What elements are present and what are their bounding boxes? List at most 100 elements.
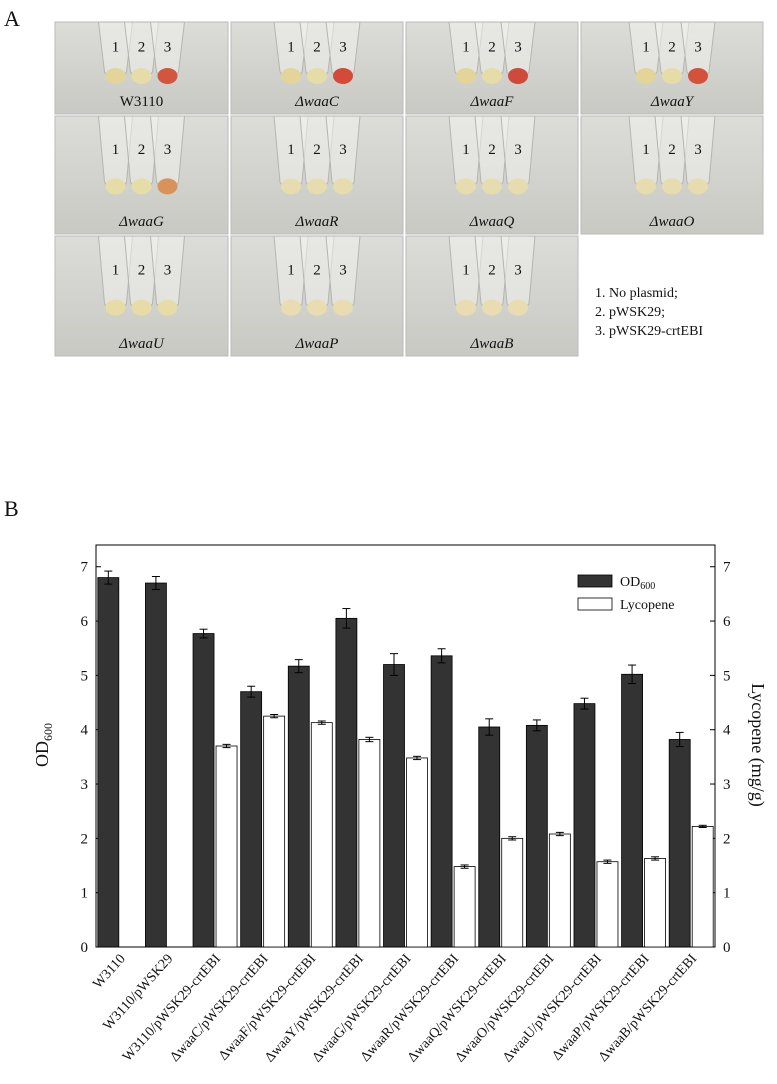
tube-number: 1 [642,142,650,158]
error-bar [413,755,421,761]
tube-number: 1 [112,39,120,55]
y2-tick-label: 7 [723,560,731,576]
tube-content [508,178,528,195]
error-bar [294,659,303,674]
tube-number: 3 [339,262,347,278]
tube-content [456,178,476,195]
y-tick-label: 3 [81,777,89,793]
panel-label: A [4,6,20,31]
tube-number: 1 [287,262,295,278]
tube-content [307,178,327,195]
error-bar [317,720,326,725]
tube-content [105,67,126,84]
tube-content [482,178,502,195]
tube-number: 3 [339,142,347,158]
error-bar [532,719,541,732]
tube-number: 1 [112,262,120,278]
error-bar [460,864,469,869]
tube-content [508,299,528,316]
legend-swatch [577,597,613,611]
tube-number: 2 [668,142,676,158]
bar [215,745,238,948]
error-bar [104,570,113,585]
x-tick-label: W3110 [90,952,128,992]
tube-content [333,178,353,195]
tube-number: 2 [313,39,321,55]
error-bar [365,736,374,743]
error-bar [222,743,231,749]
tube-number: 1 [462,142,470,158]
legend-label-sub: 600 [640,581,655,592]
error-bar [628,664,637,685]
y-tick-label: 7 [81,560,89,576]
error-bar [580,697,589,710]
bar [668,739,691,948]
tube-content [688,178,708,195]
error-bar [651,856,660,861]
tube-content [131,178,152,195]
tube-content [157,67,178,84]
y2-tick-label: 6 [723,614,731,630]
tube-content [131,67,152,84]
legend-label: OD600 [620,575,655,592]
error-bar [342,608,351,629]
y2-tick-label: 2 [723,831,731,847]
tube-content [456,67,476,84]
y-tick-label: 1 [81,886,89,902]
y-axis-label: OD600 [32,723,55,767]
tube-content [105,299,126,316]
y2-tick-label: 1 [723,886,731,902]
bar [287,665,310,948]
bar [644,858,666,948]
strain-label: ΔwaaP [295,336,339,352]
y-tick-label: 2 [81,831,89,847]
legend-label: Lycopene [620,598,674,613]
y-axis-label-main: OD [32,741,52,767]
legend-label-main: Lycopene [620,598,674,613]
tube-content [307,299,327,316]
strain-label: ΔwaaF [470,94,515,110]
y2-tick-label: 0 [723,940,731,956]
x-tick-label: ΔwaaF/pWSK29-crtEBI [216,951,319,1063]
tube-number: 2 [668,39,676,55]
bar [310,722,333,948]
y2-tick-label: 5 [723,668,731,684]
bar [478,726,501,948]
tube-number: 1 [287,39,295,55]
tube-content [157,299,178,316]
strain-label: ΔwaaB [470,336,514,352]
tube-content [636,67,656,84]
error-bar [698,824,707,828]
tube-content [333,67,353,84]
tube-content [508,67,528,84]
tube-number: 2 [138,39,146,55]
tube-number: 3 [164,262,172,278]
tube-number: 3 [514,262,522,278]
bar [335,617,358,948]
strain-label: ΔwaaR [295,214,339,230]
tube-content [281,178,301,195]
strain-label: ΔwaaU [118,336,165,352]
legend-text: 2. pWSK29; [595,305,665,320]
tube-content [662,67,682,84]
error-bar [390,653,398,676]
legend-text: 1. No plasmid; [595,286,678,301]
tube-number: 2 [138,142,146,158]
tube-content [688,67,708,84]
tube-number: 2 [488,262,496,278]
tube-number: 1 [112,142,120,158]
error-bar [675,731,684,748]
x-tick-label: ΔwaaB/pWSK29-crtEBI [596,951,700,1064]
strain-label: ΔwaaY [650,94,695,110]
tube-content [662,178,682,195]
tube-number: 3 [339,39,347,55]
legend-label-main: OD [620,575,640,590]
tube-number: 2 [313,142,321,158]
bar [240,691,263,948]
error-bar [437,648,446,664]
error-bar [270,713,279,719]
bar [501,837,524,948]
error-bar [555,831,564,837]
y-tick-label: 5 [81,668,89,684]
tube-content [482,299,502,316]
